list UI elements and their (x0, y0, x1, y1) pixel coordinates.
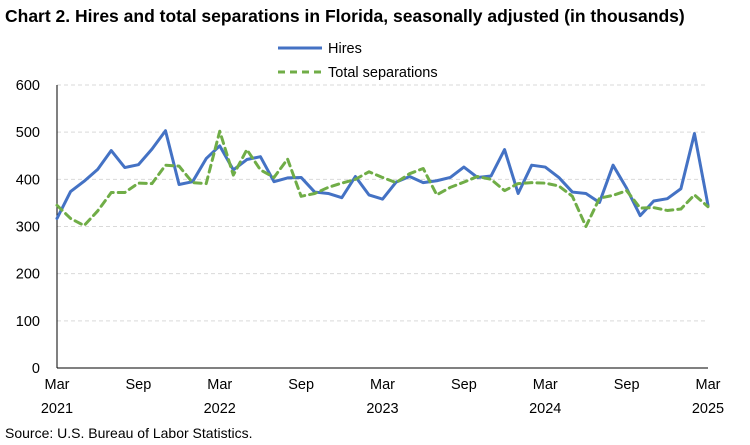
legend-label: Total separations (328, 65, 438, 81)
x-tick-year-label: 2022 (204, 401, 236, 417)
y-tick-label: 300 (16, 220, 40, 236)
y-tick-label: 500 (16, 125, 40, 141)
x-tick-label: Mar (533, 377, 558, 393)
legend-label: Hires (328, 41, 362, 57)
x-tick-year-label: 2025 (692, 401, 724, 417)
series-lines (55, 129, 710, 228)
axes (56, 85, 708, 369)
series-line-hires (55, 129, 710, 220)
x-tick-label: Sep (125, 377, 151, 393)
y-tick-label: 200 (16, 267, 40, 283)
x-tick-label: Mar (696, 377, 721, 393)
y-tick-label: 400 (16, 172, 40, 188)
legend: Hires Total separations (278, 41, 438, 81)
x-tick-label: Mar (207, 377, 232, 393)
x-tick-year-label: 2021 (41, 401, 73, 417)
x-tick-label: Sep (451, 377, 477, 393)
x-tick-year-label: 2024 (529, 401, 561, 417)
x-tick-label: Sep (288, 377, 314, 393)
y-tick-label: 600 (16, 78, 40, 94)
chart-title: Chart 2. Hires and total separations in … (5, 6, 685, 26)
x-tick-label: Mar (370, 377, 395, 393)
gridlines (57, 84, 708, 322)
y-tick-label: 100 (16, 314, 40, 330)
x-tick-year-label: 2023 (366, 401, 398, 417)
line-chart: 0 100 200 300 400 500 600 Mar 2021 Sep Mar 2022 Sep… (16, 41, 724, 417)
source-note: Source: U.S. Bureau of Labor Statistics. (5, 425, 253, 441)
x-tick-label: Sep (614, 377, 640, 393)
series-line-total-separations (55, 129, 710, 228)
x-axis-tick-labels: Mar 2021 Sep Mar 2022 Sep Mar 2023 Sep Mar 2024 Sep… (41, 377, 724, 417)
y-tick-label: 0 (32, 361, 40, 377)
x-tick-label: Mar (45, 377, 70, 393)
y-axis-tick-labels: 0 100 200 300 400 500 600 (16, 78, 40, 377)
